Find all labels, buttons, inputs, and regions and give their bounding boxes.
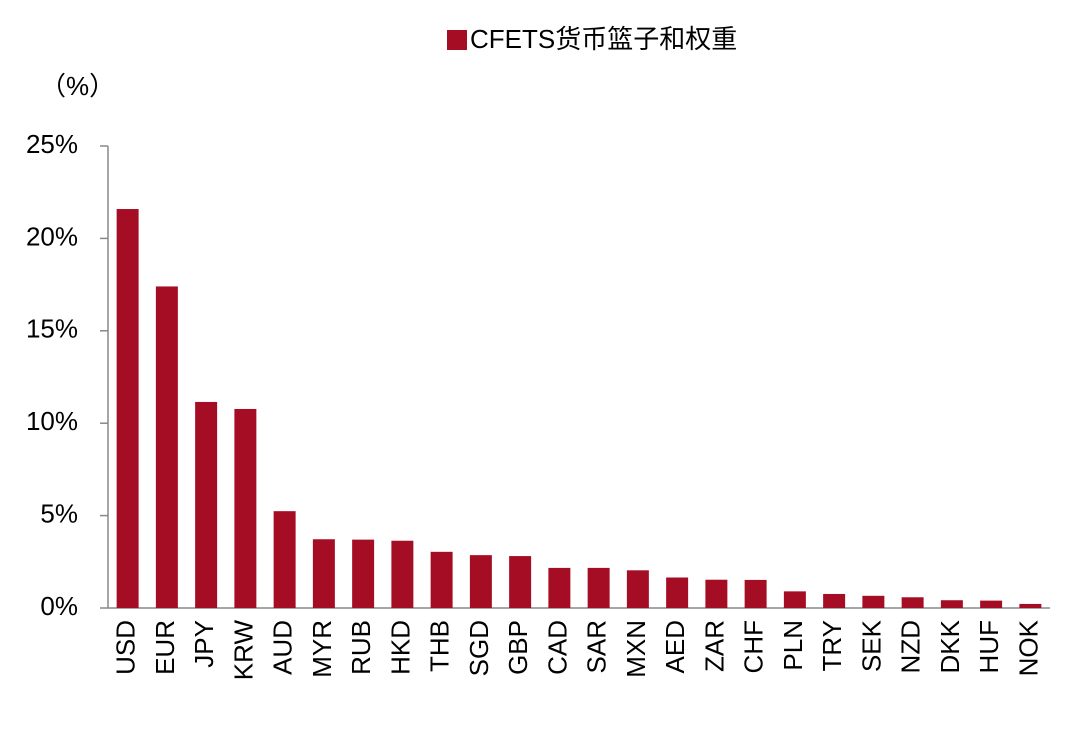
bar: [587, 567, 610, 608]
y-tick-label: 15%: [26, 314, 78, 344]
bar: [626, 570, 649, 608]
x-tick-label: USD: [111, 620, 141, 675]
bar: [116, 209, 139, 609]
bar: [195, 401, 218, 608]
bar: [352, 539, 375, 608]
x-tick-label: DKK: [935, 619, 965, 673]
x-tick-label: NZD: [896, 620, 926, 673]
x-tick-label: RUB: [346, 620, 376, 675]
legend-swatch: [447, 30, 467, 50]
x-tick-label: SGD: [464, 620, 494, 676]
bar: [980, 600, 1003, 608]
bar: [783, 591, 806, 608]
y-tick-label: 10%: [26, 406, 78, 436]
y-tick-label: 5%: [40, 498, 78, 528]
x-tick-label: CAD: [542, 620, 572, 675]
bar: [469, 555, 492, 608]
x-tick-label: JPY: [189, 620, 219, 668]
bar: [862, 595, 885, 608]
bar: [940, 600, 963, 608]
x-tick-label: MXN: [621, 620, 651, 678]
x-tick-label: AED: [660, 620, 690, 673]
y-axis-label: （%）: [40, 71, 115, 101]
x-tick-label: SEK: [856, 619, 886, 672]
bar: [155, 286, 178, 608]
bar: [705, 579, 728, 608]
bar: [548, 567, 571, 608]
x-tick-label: HUF: [974, 620, 1004, 673]
bar: [391, 540, 414, 608]
bar: [509, 556, 532, 608]
x-tick-label: HKD: [385, 620, 415, 675]
x-tick-label: THB: [425, 620, 455, 672]
bar: [901, 597, 924, 608]
x-tick-label: SAR: [582, 620, 612, 673]
bar: [744, 579, 767, 608]
y-tick-label: 20%: [26, 221, 78, 251]
x-tick-label: GBP: [503, 620, 533, 675]
bar: [1019, 603, 1042, 608]
bar: [273, 511, 296, 608]
bar: [666, 577, 689, 608]
x-tick-label: TRY: [817, 620, 847, 672]
x-tick-label: NOK: [1013, 619, 1043, 676]
y-tick-label: 25%: [26, 129, 78, 159]
x-tick-label: CHF: [739, 620, 769, 673]
x-tick-label: PLN: [778, 620, 808, 671]
x-tick-label: KRW: [228, 620, 258, 681]
x-tick-label: MYR: [307, 620, 337, 678]
x-tick-label: EUR: [150, 620, 180, 675]
x-tick-label: AUD: [268, 620, 298, 675]
y-tick-label: 0%: [40, 591, 78, 621]
bar: [823, 593, 846, 608]
x-tick-label: ZAR: [699, 620, 729, 672]
legend-label: CFETS货币篮子和权重: [470, 24, 737, 54]
bar: [430, 551, 453, 608]
bar: [234, 408, 257, 608]
bar: [312, 539, 335, 608]
